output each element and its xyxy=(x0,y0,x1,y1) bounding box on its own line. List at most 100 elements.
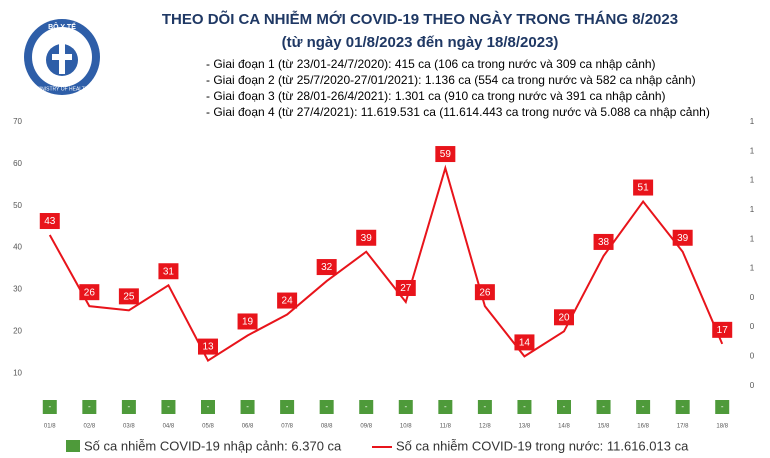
bar-label: - xyxy=(681,402,684,411)
bar-marker xyxy=(42,400,57,414)
bar-marker xyxy=(517,400,532,414)
bar-marker xyxy=(675,400,690,414)
y-tick-label: 70 xyxy=(13,117,22,126)
x-tick-label: 17/8 xyxy=(677,424,689,430)
bar-label: - xyxy=(48,402,51,411)
note: - Giai đoạn 2 (từ 25/7/2020-27/01/2021):… xyxy=(206,73,696,87)
data-label: 39 xyxy=(361,233,373,244)
bar-label: - xyxy=(721,402,724,411)
data-label: 20 xyxy=(558,312,570,323)
label-box xyxy=(39,213,60,230)
x-tick-label: 02/8 xyxy=(83,424,95,430)
x-tick-label: 09/8 xyxy=(360,424,372,430)
y-tick-label: 60 xyxy=(13,159,22,168)
bar-label: - xyxy=(128,402,131,411)
label-box xyxy=(633,179,654,196)
label-box xyxy=(277,292,298,309)
data-label: 32 xyxy=(321,262,333,273)
bar-marker xyxy=(280,400,295,414)
data-label: 59 xyxy=(440,149,452,160)
label-box xyxy=(158,263,179,280)
y2-tick-label: 0 xyxy=(750,352,755,361)
y2-tick-label: 1 xyxy=(750,176,755,185)
bar-label: - xyxy=(246,402,249,411)
bar-label: - xyxy=(167,402,170,411)
data-label: 38 xyxy=(598,237,610,248)
bar-label: - xyxy=(642,402,645,411)
label-box xyxy=(593,233,614,250)
data-label: 27 xyxy=(400,283,412,294)
data-label: 26 xyxy=(479,287,491,298)
y2-tick-label: 1 xyxy=(750,264,755,273)
y2-tick-label: 1 xyxy=(750,146,755,155)
bar-label: - xyxy=(404,402,407,411)
x-tick-label: 11/8 xyxy=(440,424,452,430)
bar-label: - xyxy=(365,402,368,411)
y-tick-label: 30 xyxy=(13,285,22,294)
data-label: 25 xyxy=(123,291,135,302)
label-box xyxy=(237,313,258,330)
bar-marker xyxy=(636,400,651,414)
x-tick-label: 05/8 xyxy=(202,424,214,430)
label-box xyxy=(554,309,574,326)
data-label: 31 xyxy=(163,266,175,277)
bar-marker xyxy=(715,400,730,414)
label-box xyxy=(79,284,100,301)
data-label: 39 xyxy=(677,233,689,244)
x-tick-label: 08/8 xyxy=(321,424,333,430)
label-box xyxy=(514,334,535,351)
bar-label: - xyxy=(207,402,210,411)
bar-label: - xyxy=(444,402,447,411)
label-box xyxy=(118,288,139,305)
y-tick-label: 40 xyxy=(13,243,22,252)
logo-text: BỘ Y TẾ xyxy=(48,21,76,31)
bar-marker xyxy=(557,400,571,414)
y-tick-label: 10 xyxy=(13,368,22,377)
note: - Giai đoạn 3 (từ 28/01-26/4/2021): 1.30… xyxy=(206,89,666,103)
bar-marker xyxy=(161,400,176,414)
label-box xyxy=(316,259,337,276)
note: - Giai đoạn 4 (từ 27/4/2021): 11.619.531… xyxy=(206,105,710,119)
y2-tick-label: 0 xyxy=(750,293,755,302)
data-label: 43 xyxy=(44,216,56,227)
bar-label: - xyxy=(325,402,328,411)
bar-marker xyxy=(240,400,255,414)
bar-marker xyxy=(359,400,374,414)
label-box xyxy=(198,338,218,355)
logo-text: MINISTRY OF HEALTH xyxy=(36,86,89,92)
label-box xyxy=(395,279,416,296)
label-box xyxy=(474,284,495,301)
x-tick-label: 18/8 xyxy=(716,424,728,430)
y-tick-label: 20 xyxy=(13,326,22,335)
x-tick-label: 14/8 xyxy=(558,424,570,430)
x-tick-label: 04/8 xyxy=(163,424,175,430)
data-label: 24 xyxy=(282,296,294,307)
bar-marker xyxy=(319,400,334,414)
bar-label: - xyxy=(602,402,605,411)
bar-label: - xyxy=(286,402,289,411)
bar-label: - xyxy=(523,402,526,411)
y2-tick-label: 1 xyxy=(750,205,755,214)
bar-label: - xyxy=(563,402,566,411)
label-box xyxy=(712,321,733,338)
y2-tick-label: 0 xyxy=(750,322,755,331)
y2-tick-label: 1 xyxy=(750,234,755,243)
label-box xyxy=(356,229,377,246)
bar-marker xyxy=(438,400,453,414)
chart-subtitle: (từ ngày 01/8/2023 đến ngày 18/8/2023) xyxy=(282,34,559,51)
logo: BỘ Y TẾ MINISTRY OF HEALTH xyxy=(24,19,100,95)
data-label: 14 xyxy=(519,338,531,349)
x-tick-label: 03/8 xyxy=(123,424,135,430)
bar-marker xyxy=(477,400,492,414)
note: - Giai đoạn 1 (từ 23/01-24/7/2020): 415 … xyxy=(206,57,656,71)
x-tick-label: 10/8 xyxy=(400,424,412,430)
x-tick-label: 15/8 xyxy=(598,424,610,430)
data-label: 13 xyxy=(202,342,214,353)
x-tick-label: 01/8 xyxy=(44,424,56,430)
chart-title: THEO DÕI CA NHIỄM MỚI COVID-19 THEO NGÀY… xyxy=(162,10,678,28)
data-label: 51 xyxy=(638,183,650,194)
legend-swatch xyxy=(66,440,80,452)
y2-tick-label: 1 xyxy=(750,117,755,126)
x-tick-label: 13/8 xyxy=(519,424,531,430)
